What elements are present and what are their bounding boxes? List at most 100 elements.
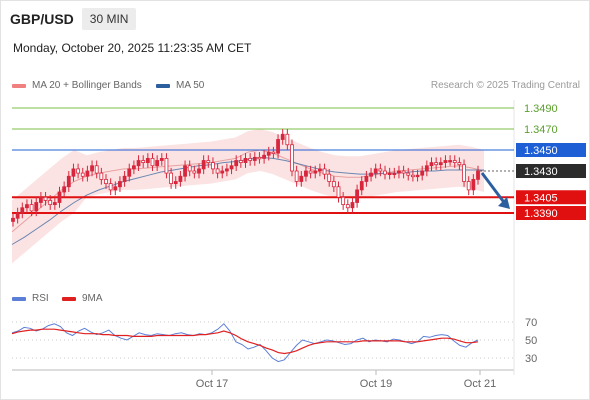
candle-body: [457, 162, 462, 166]
candle-body: [387, 172, 392, 176]
level-box-1.3450: [516, 143, 586, 157]
candle-body: [401, 170, 406, 174]
candle-body: [229, 165, 234, 170]
candle-body: [99, 172, 104, 180]
candle-body: [299, 175, 304, 182]
candle-body: [466, 181, 471, 191]
rsi-swatch: [12, 296, 26, 301]
candle-body: [173, 181, 178, 184]
candle-body: [178, 175, 183, 182]
candle-body: [145, 157, 150, 163]
candle-body: [331, 181, 336, 188]
candle-body: [136, 160, 141, 167]
legend-rsi: RSI: [12, 293, 49, 304]
candle-body: [211, 162, 215, 170]
candle-body: [201, 160, 206, 170]
x-tick-label-Oct-21: Oct 21: [464, 378, 496, 390]
candle-body: [452, 160, 457, 163]
candle-body: [52, 202, 57, 205]
candle-body: [257, 156, 262, 160]
ma20-line: [11, 149, 485, 233]
candle-body: [341, 196, 346, 205]
candle-body: [85, 170, 90, 177]
candle-body: [155, 160, 160, 167]
candle-body: [252, 156, 257, 161]
candle-body: [262, 154, 267, 159]
legend-rsi-label: RSI: [32, 293, 49, 304]
candle-body: [304, 170, 308, 177]
candle-body: [104, 178, 108, 184]
candle-body: [80, 172, 85, 177]
candle-body: [164, 157, 169, 174]
rsi-line: [11, 323, 479, 363]
candle-body: [327, 173, 332, 182]
candle-body: [420, 170, 425, 176]
candle-body: [336, 186, 341, 198]
candle-body: [397, 170, 401, 174]
candle-body: [192, 170, 197, 174]
datetime-label: Monday, October 20, 2025 11:23:35 AM CET: [13, 41, 252, 55]
level-label-1.3405: 1.3405: [524, 192, 558, 204]
candle-body: [271, 151, 276, 155]
rsi-tick-label-70: 70: [525, 317, 537, 329]
candle-body: [462, 164, 466, 182]
candle-body: [294, 170, 299, 182]
candle-body: [290, 144, 294, 172]
candle-body: [234, 160, 239, 167]
candle-body: [206, 160, 211, 163]
candle-body: [378, 168, 383, 172]
candle-body: [322, 168, 327, 175]
bollinger-band-area: [12, 129, 484, 264]
symbol-title: GBP/USD: [10, 11, 74, 27]
candle-body: [122, 175, 127, 182]
candle-body: [108, 183, 113, 191]
candle-body: [197, 168, 201, 174]
candle-body: [448, 160, 453, 163]
ma50-swatch: [156, 83, 170, 88]
forecast-arrow-shaft: [480, 172, 508, 206]
current-price-label: 1.3430: [524, 166, 558, 178]
candle-body: [443, 160, 448, 163]
candle-body: [434, 162, 439, 166]
candle-body: [43, 196, 48, 201]
candle-body: [57, 191, 62, 203]
legend-rsi-ma-label: 9MA: [82, 293, 103, 304]
candle-body: [150, 157, 155, 167]
candle-body: [141, 160, 146, 163]
candle-body: [215, 168, 220, 174]
legend-ma50-label: MA 50: [176, 80, 205, 91]
candle-body: [76, 168, 80, 174]
level-label-1.3490: 1.3490: [524, 103, 558, 115]
legend-ma50: MA 50: [156, 80, 204, 91]
candle-body: [39, 196, 43, 203]
candle-body: [415, 174, 420, 178]
candle-body: [276, 139, 280, 154]
candle-body: [364, 175, 369, 182]
candle-body: [183, 165, 187, 177]
candle-body: [224, 168, 229, 172]
candle-body: [131, 165, 136, 170]
candle-body: [90, 165, 94, 172]
candle-body: [392, 172, 397, 176]
chart-header: GBP/USD 30 MIN: [10, 8, 137, 30]
candle-body: [169, 172, 174, 185]
legend-bb: MA 20 + Bollinger Bands: [12, 80, 142, 91]
candle-body: [94, 165, 99, 174]
candle-body: [313, 170, 318, 174]
level-box-1.3405: [516, 190, 586, 205]
legend-rsi-ma: 9MA: [62, 293, 103, 304]
level-label-1.3470: 1.3470: [524, 124, 558, 136]
rsi-ma-line: [11, 328, 479, 355]
candle-body: [62, 186, 67, 193]
timeframe-badge[interactable]: 30 MIN: [81, 8, 137, 30]
candle-body: [25, 204, 29, 209]
candle-body: [438, 162, 443, 166]
candle-body: [285, 133, 290, 146]
candle-body: [350, 202, 355, 209]
candle-body: [20, 207, 25, 214]
level-box-1.3390: [516, 206, 586, 220]
forecast-arrow-head: [498, 197, 510, 209]
rsi-ma-swatch: [62, 296, 76, 301]
candle-body: [429, 162, 434, 167]
